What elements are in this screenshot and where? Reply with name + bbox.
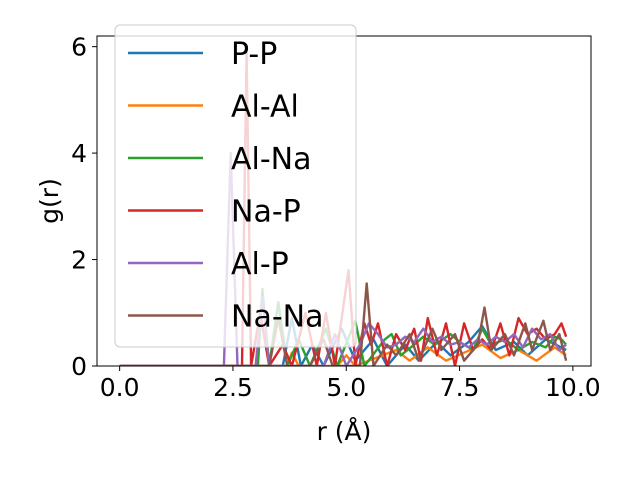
legend-label: P-P bbox=[231, 37, 277, 72]
y-axis-label: g(r) bbox=[35, 178, 64, 224]
legend-label: Al-Al bbox=[231, 90, 299, 125]
series-line-na-na bbox=[119, 282, 568, 366]
x-axis-label: r (Å) bbox=[317, 417, 372, 446]
x-tick-label: 10.0 bbox=[545, 373, 601, 402]
y-tick-label: 0 bbox=[71, 352, 87, 381]
legend-label: Na-P bbox=[231, 195, 301, 230]
x-tick-label: 5.0 bbox=[326, 373, 366, 402]
x-tick-label: 2.5 bbox=[213, 373, 253, 402]
legend: P-P Al-Al Al-Na Na-P Al-P Na-Na bbox=[114, 24, 357, 348]
y-tick-label: 2 bbox=[71, 246, 87, 275]
y-tick-label: 4 bbox=[71, 139, 87, 168]
legend-label: Al-Na bbox=[231, 142, 312, 177]
x-tick-label: 0.0 bbox=[100, 373, 140, 402]
y-tick-label: 6 bbox=[71, 33, 87, 62]
legend-label: Na-Na bbox=[231, 300, 323, 335]
legend-label: Al-P bbox=[231, 247, 289, 282]
ticks-layer: 0.0 2.5 5.0 7.5 10.0 0 2 4 6 bbox=[71, 33, 601, 402]
x-tick-label: 7.5 bbox=[440, 373, 480, 402]
